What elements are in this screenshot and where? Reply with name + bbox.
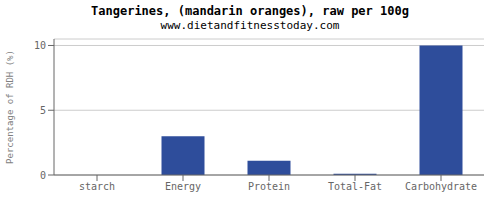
svg-text:starch: starch: [79, 181, 115, 192]
svg-text:5: 5: [40, 105, 46, 116]
svg-text:Total-Fat: Total-Fat: [328, 181, 382, 192]
svg-text:Protein: Protein: [248, 181, 290, 192]
svg-text:10: 10: [34, 40, 46, 51]
svg-text:0: 0: [40, 170, 46, 181]
svg-text:Energy: Energy: [165, 181, 201, 192]
svg-text:Percentage of RDH (%): Percentage of RDH (%): [8, 50, 15, 164]
html-text:www.dietandfitnesstoday.com: www.dietandfitnesstoday.com: [160, 19, 340, 32]
svg-text:Carbohydrate: Carbohydrate: [405, 181, 477, 192]
html-text:Tangerines, (mandarin oranges): Tangerines, (mandarin oranges), raw per …: [91, 4, 409, 18]
